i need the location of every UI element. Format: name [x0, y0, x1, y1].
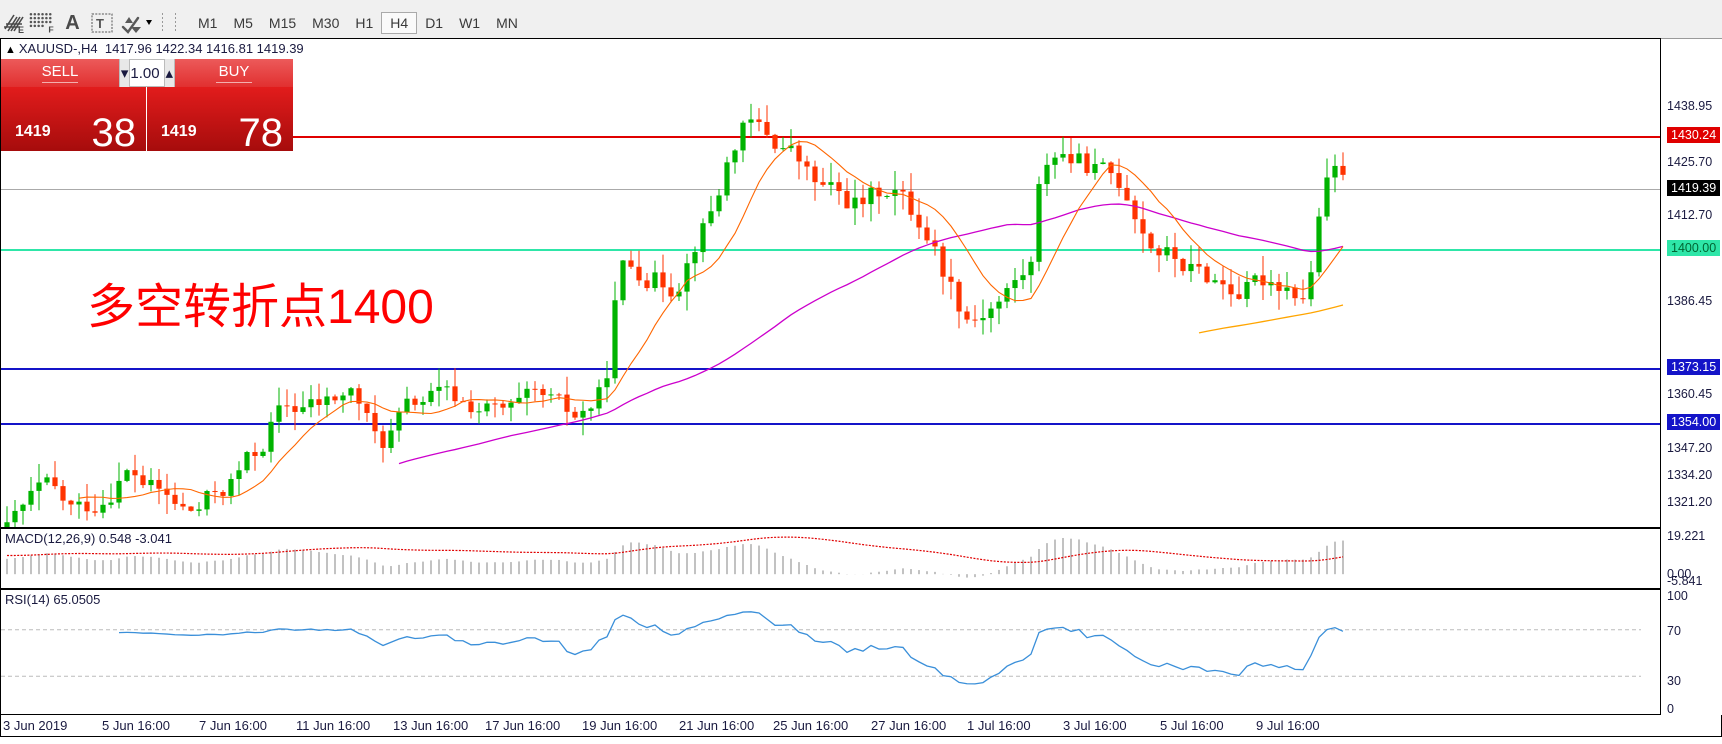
- svg-text:E: E: [18, 25, 24, 34]
- svg-text:T: T: [96, 16, 104, 31]
- svg-text:F: F: [48, 25, 53, 34]
